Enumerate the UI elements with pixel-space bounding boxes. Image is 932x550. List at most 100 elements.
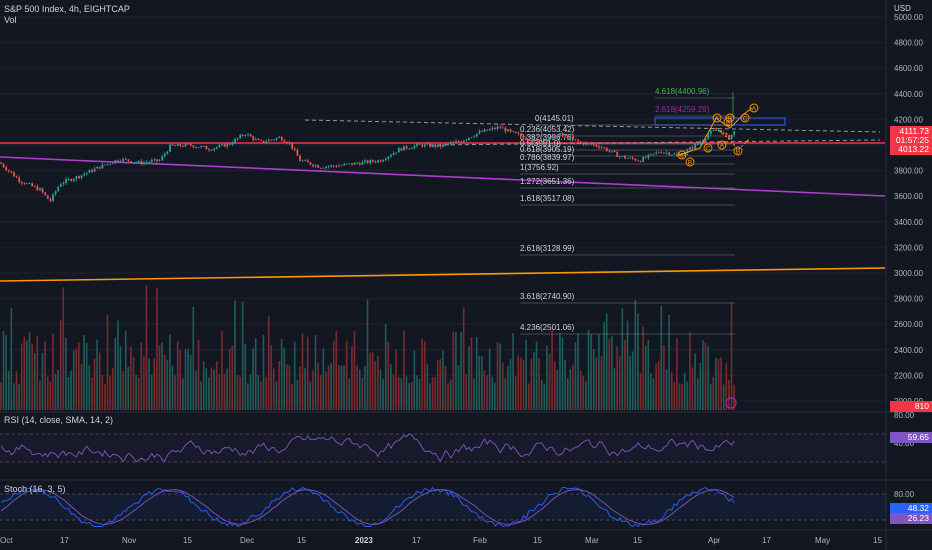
volume-bar: [405, 376, 408, 410]
candle-body: [590, 143, 593, 145]
candle-body: [457, 141, 460, 142]
fib-extension[interactable]: 4.618(4400.96) 2.618(4259.29) 0(4145.01) 0.…: [520, 87, 735, 335]
candle-body: [535, 138, 538, 141]
volume-bar: [296, 380, 299, 410]
wave-label-circle: [725, 113, 735, 123]
volume-bar: [517, 355, 520, 410]
volume-bar: [379, 369, 382, 410]
candle-body: [205, 146, 208, 150]
candle-body: [358, 163, 361, 165]
volume-bar: [429, 383, 431, 410]
candle-body: [696, 144, 699, 145]
candle-body: [405, 146, 408, 149]
volume-bar: [618, 356, 621, 410]
time-axis[interactable]: Oct 17 Nov 15 Dec 15 2023 17 Feb 15 Mar 15 Apr 17 May 1…: [0, 536, 882, 545]
candle-body: [478, 131, 481, 134]
candle-body: [254, 138, 257, 140]
volume-bar: [699, 363, 702, 410]
fib-level-label: 1.618(3517.08): [520, 194, 575, 203]
wave-path: [675, 107, 753, 157]
volume-bar: [663, 345, 665, 410]
volume-bar: [707, 346, 709, 410]
candle-body: [226, 143, 229, 147]
volume-bar: [694, 353, 696, 410]
volume-bar: [278, 360, 280, 410]
volume-bar: [642, 326, 644, 410]
volume-bar: [400, 378, 403, 410]
volume-bar: [93, 358, 96, 410]
candle-body: [577, 139, 580, 142]
candle-body: [153, 159, 156, 161]
candle-body: [249, 134, 252, 137]
volume-bar: [507, 366, 509, 410]
price-axis[interactable]: 5000.004800.004600.004400.004200.004000.…: [894, 13, 923, 406]
stoch-title[interactable]: Stoch (16, 3, 5): [4, 484, 66, 494]
stoch-band: [0, 494, 886, 520]
volume-bar: [23, 336, 26, 410]
candle-body: [210, 150, 213, 151]
volume-bar: [31, 344, 33, 410]
candle-body: [215, 147, 218, 149]
candle-body: [148, 162, 151, 163]
volume-bar: [280, 339, 283, 410]
volume-bar: [184, 349, 187, 410]
drawing-lines[interactable]: [0, 117, 886, 282]
volume-bar: [488, 348, 491, 410]
candle-body: [416, 143, 418, 146]
candle-body: [158, 160, 161, 162]
volume-bar: [527, 383, 530, 410]
volume-bar: [631, 351, 634, 410]
rsi-title[interactable]: RSI (14, close, SMA, 14, 2): [4, 415, 114, 425]
volume-bar: [236, 374, 239, 410]
dashed-resistance-line[interactable]: [304, 119, 881, 133]
dashed-support-line[interactable]: [429, 139, 881, 146]
volume-bar: [722, 384, 725, 410]
volume-marker-icon[interactable]: [725, 397, 737, 409]
volume-bar: [561, 337, 564, 410]
volume-bar: [470, 337, 473, 410]
candle-body: [83, 174, 86, 176]
wave-label-circle: [717, 140, 727, 150]
time-tick-label: 15: [873, 536, 882, 545]
volume-bar: [457, 365, 460, 410]
candle-body: [96, 166, 99, 169]
candle-body: [145, 162, 148, 164]
volume-bar: [444, 365, 447, 410]
time-tick-label: 15: [183, 536, 192, 545]
volume-bar: [501, 363, 504, 410]
volume-bar: [215, 361, 218, 410]
volume-bar: [137, 377, 140, 410]
volume-bar: [390, 364, 392, 410]
candle-body: [512, 131, 515, 133]
candle-body: [182, 146, 184, 147]
candle-body: [374, 161, 377, 163]
price-tick-label: 4200.00: [894, 115, 923, 124]
candle-body: [275, 137, 278, 140]
volume-bar: [691, 367, 694, 410]
candle-body: [296, 149, 299, 156]
volume-bar: [626, 320, 629, 410]
volume-bar: [174, 375, 176, 410]
candle-body: [244, 135, 247, 136]
candle-body: [135, 162, 138, 164]
candle-body: [496, 126, 499, 129]
volume-bar: [702, 340, 704, 410]
orange-trendline[interactable]: [0, 267, 886, 282]
volume-bar: [18, 384, 20, 410]
candle-body: [730, 134, 733, 140]
candle-body: [221, 144, 223, 145]
candle-body: [608, 151, 611, 152]
volume-bar: [176, 341, 179, 410]
wave-label: B: [728, 116, 732, 123]
candle-body: [540, 142, 543, 144]
candle-body: [340, 165, 343, 167]
candle-body: [163, 153, 166, 157]
purple-trendline[interactable]: [0, 156, 886, 197]
symbol-title[interactable]: S&P 500 Index, 4h, EIGHTCAP: [4, 4, 130, 14]
candle-body: [413, 145, 416, 149]
candle-body: [288, 142, 291, 144]
countdown-tag: 01:57:25: [890, 135, 932, 146]
candle-body: [62, 182, 65, 185]
